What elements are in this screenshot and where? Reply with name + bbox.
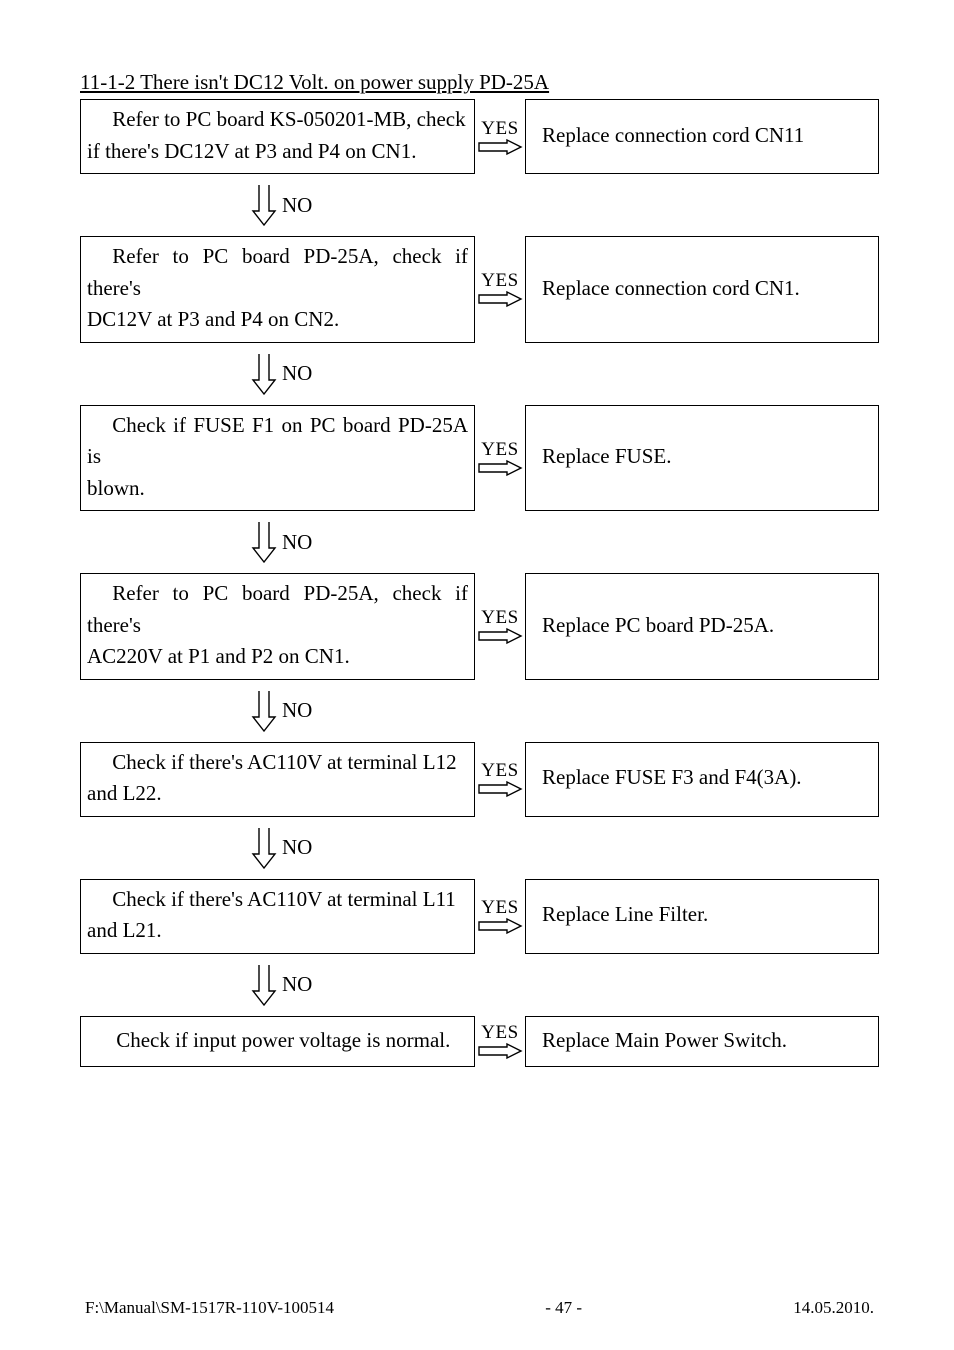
no-branch: NO [80, 174, 879, 236]
yes-branch: YES [475, 1016, 525, 1068]
decision-text-line: Refer to PC board PD-25A, check if there… [87, 578, 468, 641]
yes-branch: YES [475, 879, 525, 954]
action-box: Replace PC board PD-25A. [525, 573, 879, 680]
section-title: 11-1-2 There isn't DC12 Volt. on power s… [80, 70, 879, 95]
decision-box: Check if FUSE F1 on PC board PD-25A isbl… [80, 405, 475, 512]
flow-step: Check if FUSE F1 on PC board PD-25A isbl… [80, 405, 879, 512]
no-branch: NO [80, 817, 879, 879]
decision-box: Check if there's AC110V at terminal L12a… [80, 742, 475, 817]
action-box: Replace FUSE F3 and F4(3A). [525, 742, 879, 817]
right-arrow-icon [477, 627, 523, 645]
decision-box: Refer to PC board KS-050201-MB, checkif … [80, 99, 475, 174]
decision-text-line: Check if there's AC110V at terminal L12 [87, 747, 468, 779]
action-box: Replace connection cord CN1. [525, 236, 879, 343]
action-box: Replace FUSE. [525, 405, 879, 512]
yes-branch: YES [475, 742, 525, 817]
down-arrow-icon [250, 963, 278, 1007]
yes-label: YES [481, 270, 518, 292]
flow-step: Refer to PC board KS-050201-MB, checkif … [80, 99, 879, 174]
yes-label: YES [481, 439, 518, 461]
right-arrow-icon [477, 459, 523, 477]
no-branch: NO [80, 680, 879, 742]
footer-center: - 47 - [545, 1298, 582, 1318]
action-box: Replace connection cord CN11 [525, 99, 879, 174]
yes-label: YES [481, 760, 518, 782]
flow-step: Refer to PC board PD-25A, check if there… [80, 573, 879, 680]
decision-text-line: Check if input power voltage is normal. [91, 1025, 464, 1057]
yes-branch: YES [475, 236, 525, 343]
right-arrow-icon [477, 780, 523, 798]
decision-text-line: and L22. [87, 778, 468, 810]
no-label: NO [282, 972, 312, 997]
right-arrow-icon [477, 1042, 523, 1060]
action-box: Replace Line Filter. [525, 879, 879, 954]
flow-step: Refer to PC board PD-25A, check if there… [80, 236, 879, 343]
action-box: Replace Main Power Switch. [525, 1016, 879, 1068]
decision-text-line: blown. [87, 473, 468, 505]
yes-label: YES [481, 897, 518, 919]
flow-step: Check if there's AC110V at terminal L12a… [80, 742, 879, 817]
no-label: NO [282, 835, 312, 860]
footer-left: F:\Manual\SM-1517R-110V-100514 [85, 1298, 334, 1318]
decision-text-line: DC12V at P3 and P4 on CN2. [87, 304, 468, 336]
decision-box: Refer to PC board PD-25A, check if there… [80, 236, 475, 343]
right-arrow-icon [477, 290, 523, 308]
down-arrow-icon [250, 520, 278, 564]
decision-text-line: Refer to PC board PD-25A, check if there… [87, 241, 468, 304]
yes-label: YES [481, 607, 518, 629]
decision-box: Check if input power voltage is normal. [80, 1016, 475, 1068]
no-label: NO [282, 698, 312, 723]
decision-text-line: if there's DC12V at P3 and P4 on CN1. [87, 136, 468, 168]
flow-step: Check if there's AC110V at terminal L11a… [80, 879, 879, 954]
decision-text-line: Check if there's AC110V at terminal L11 [87, 884, 468, 916]
down-arrow-icon [250, 826, 278, 870]
down-arrow-icon [250, 689, 278, 733]
decision-text-line: AC220V at P1 and P2 on CN1. [87, 641, 468, 673]
no-label: NO [282, 193, 312, 218]
yes-label: YES [481, 118, 518, 140]
right-arrow-icon [477, 138, 523, 156]
yes-branch: YES [475, 99, 525, 174]
down-arrow-icon [250, 183, 278, 227]
decision-box: Check if there's AC110V at terminal L11a… [80, 879, 475, 954]
down-arrow-icon [250, 352, 278, 396]
no-branch: NO [80, 343, 879, 405]
page-footer: F:\Manual\SM-1517R-110V-100514 - 47 - 14… [0, 1298, 954, 1318]
yes-branch: YES [475, 405, 525, 512]
decision-text-line: Check if FUSE F1 on PC board PD-25A is [87, 410, 468, 473]
no-branch: NO [80, 954, 879, 1016]
right-arrow-icon [477, 917, 523, 935]
yes-branch: YES [475, 573, 525, 680]
no-label: NO [282, 530, 312, 555]
flow-step: Check if input power voltage is normal. Y… [80, 1016, 879, 1068]
decision-text-line: and L21. [87, 915, 468, 947]
yes-label: YES [481, 1022, 518, 1044]
no-label: NO [282, 361, 312, 386]
no-branch: NO [80, 511, 879, 573]
decision-box: Refer to PC board PD-25A, check if there… [80, 573, 475, 680]
decision-text-line: Refer to PC board KS-050201-MB, check [87, 104, 468, 136]
footer-right: 14.05.2010. [793, 1298, 874, 1318]
